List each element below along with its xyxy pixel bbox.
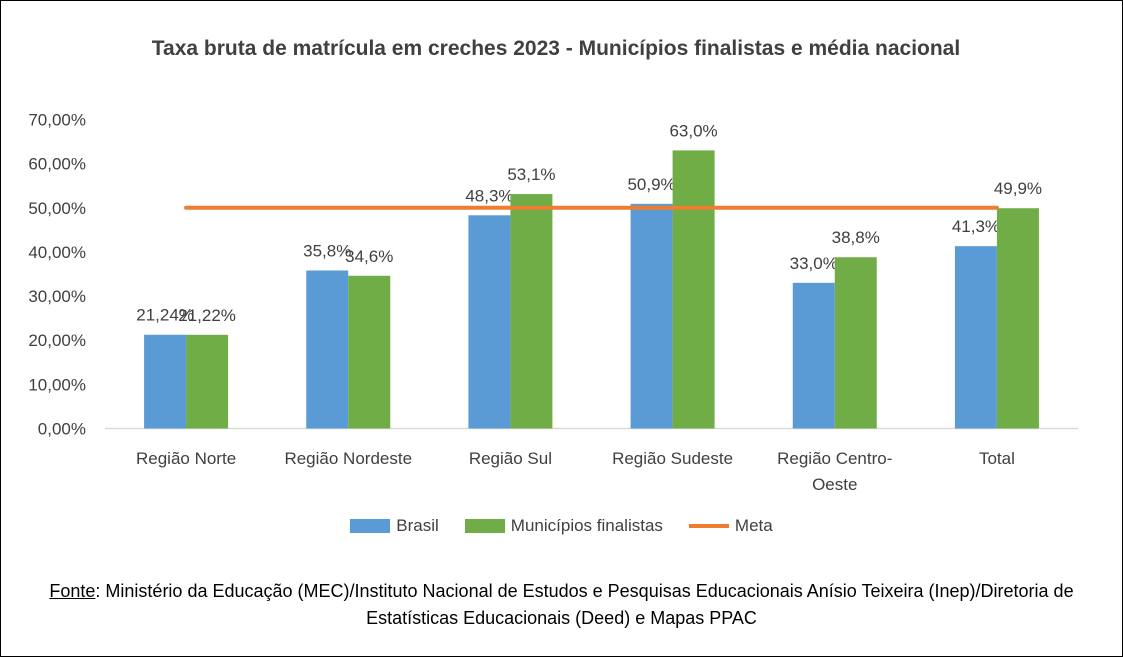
data-label: 63,0% [669,121,717,140]
x-tick-label: Região Nordeste [284,449,412,468]
data-label: 41,3% [952,217,1000,236]
data-label: 21,24% [136,306,194,325]
legend: Brasil Municípios finalistas Meta [0,516,1123,536]
y-tick-label: 40,00% [28,243,86,262]
data-label: 53,1% [507,165,555,184]
bar-municipios [834,257,877,429]
x-tick-label: Região Sudeste [612,449,733,468]
data-label: 34,6% [345,247,393,266]
x-tick-label: Total [979,449,1015,468]
legend-label-brasil: Brasil [396,516,439,535]
y-tick-label: 30,00% [28,287,86,306]
x-tick-label: Região Norte [136,449,236,468]
data-label: 21,22% [178,306,236,325]
y-tick-label: 20,00% [28,331,86,350]
bar-municipios [672,150,715,429]
bar-municipios [996,208,1039,429]
y-tick-label: 60,00% [28,155,86,174]
bar-municipios [186,334,229,429]
legend-label-municipios: Municípios finalistas [510,516,663,535]
data-label: 35,8% [303,241,351,260]
x-tick-label: Região Sul [469,449,552,468]
legend-swatch-brasil [350,519,391,533]
legend-swatch-municipios [464,519,505,533]
data-label: 50,9% [627,175,675,194]
y-tick-label: 10,00% [28,375,86,394]
bar-brasil [954,246,997,429]
data-label: 49,9% [994,179,1042,198]
y-tick-label: 50,00% [28,199,86,218]
source-text: : Ministério da Educação (MEC)/Instituto… [95,581,1074,628]
x-tick-label: Região Centro- [777,449,892,468]
bar-brasil [630,203,673,429]
y-tick-label: 0,00% [38,420,86,439]
bar-brasil [468,215,511,429]
x-tick-label: Oeste [812,475,857,494]
bar-brasil [792,282,835,429]
y-tick-label: 70,00% [28,111,86,130]
data-label: 48,3% [465,186,513,205]
legend-swatch-meta [688,524,729,528]
data-label: 33,0% [790,254,838,273]
legend-item-brasil: Brasil [350,516,439,536]
chart-title: Taxa bruta de matrícula em creches 2023 … [151,37,961,60]
bar-municipios [348,275,391,429]
source-note: Fonte: Ministério da Educação (MEC)/Inst… [40,578,1083,632]
legend-item-municipios: Municípios finalistas [464,516,663,536]
bar-brasil [306,270,349,429]
legend-item-meta: Meta [688,516,773,536]
bar-brasil [144,334,187,429]
bar-municipios [510,194,553,429]
source-label: Fonte [49,581,96,601]
legend-label-meta: Meta [734,516,773,535]
data-label: 38,8% [832,228,880,247]
